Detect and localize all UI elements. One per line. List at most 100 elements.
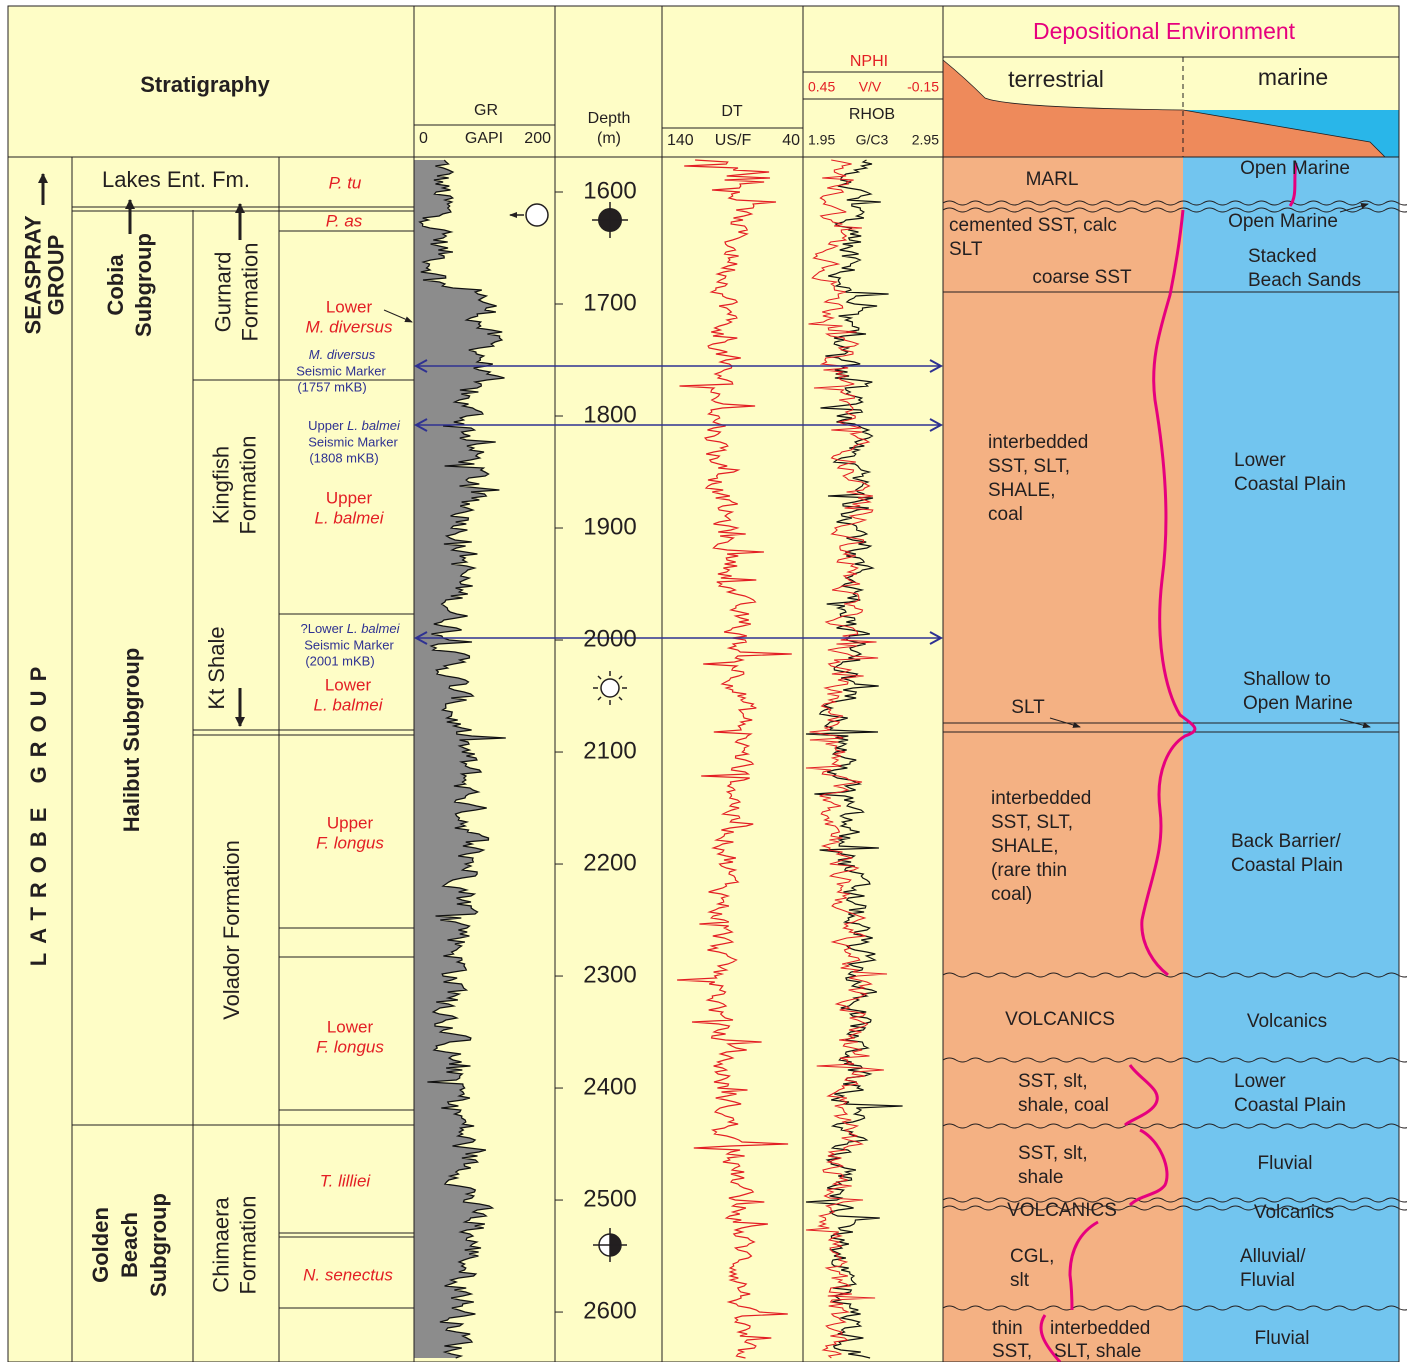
gr-min: 0: [419, 130, 428, 147]
subgroup-label: Cobia: [103, 254, 128, 316]
unconformity: [942, 200, 1407, 206]
lithology-label: SLT, shale: [1054, 1341, 1141, 1362]
lithology-label: SLT: [949, 239, 983, 260]
seismic-marker-lines: [416, 366, 941, 638]
unconformity: [942, 1197, 1407, 1203]
seismic-marker-depth: (2001 mKB): [305, 653, 374, 668]
group-label: GROUP: [43, 235, 68, 316]
formation-label: Chimaera: [208, 1197, 233, 1293]
rhob-name: RHOB: [849, 106, 895, 123]
biozone-qualifier: Upper: [327, 813, 374, 832]
setting-label: Alluvial/: [1240, 1246, 1306, 1267]
depth-unit: (m): [597, 130, 621, 147]
rhob-unit: G/C3: [856, 132, 889, 148]
lithology-label: slt: [1010, 1270, 1030, 1291]
setting-label: Fluvial: [1255, 1328, 1310, 1349]
setting-label: Open Marine: [1243, 693, 1353, 714]
setting-label: Coastal Plain: [1231, 855, 1343, 876]
unconformity: [942, 972, 1407, 978]
biozone-name: N. senectus: [303, 1265, 393, 1284]
group-label: LATROBE GROUP: [26, 658, 51, 966]
setting-label: Shallow to: [1243, 669, 1331, 690]
seismic-marker-zone: M. diversus: [309, 347, 376, 362]
marker-qualifier: ?Lower: [300, 621, 343, 636]
setting-label: Coastal Plain: [1234, 474, 1346, 495]
biozone-name: M. diversus: [306, 317, 393, 336]
unconformities: [942, 200, 1407, 1311]
formation-label: Kingfish: [208, 446, 233, 524]
gr-name: GR: [474, 102, 498, 119]
setting-label: Open Marine: [1228, 211, 1338, 232]
marine-label: marine: [1258, 64, 1328, 90]
subgroup-label: Subgroup: [131, 233, 156, 337]
lithology-label: SLT: [1011, 697, 1045, 718]
lithology-label: SST, SLT,: [988, 456, 1070, 477]
lithology-label: interbedded: [1050, 1318, 1150, 1339]
biozone-name: P. tu: [329, 173, 362, 192]
biozone-name: L. balmei: [315, 508, 385, 527]
seismic-marker-label: Seismic Marker: [304, 637, 394, 652]
formation-label: Kt Shale: [204, 626, 229, 709]
setting-label: Stacked: [1248, 246, 1317, 267]
formation-label: Formation: [235, 1195, 260, 1294]
setting-label: Fluvial: [1240, 1270, 1295, 1291]
lithology-label: (rare thin: [991, 860, 1067, 881]
subgroup-label: Golden: [88, 1207, 113, 1283]
dt-min: 140: [667, 132, 694, 149]
lithology-label: interbedded: [991, 788, 1091, 809]
setting-label: Volcanics: [1254, 1202, 1334, 1223]
lithology-label: SST,: [992, 1341, 1032, 1362]
setting-label: Lower: [1234, 450, 1286, 471]
gr-unit: GAPI: [465, 130, 503, 147]
lithology-label: SHALE,: [991, 836, 1059, 857]
biozone-qualifier: Lower: [327, 1017, 374, 1036]
range-arrows: [38, 173, 245, 727]
dt-name: DT: [721, 103, 743, 120]
lithology-label: SHALE,: [988, 480, 1056, 501]
setting-label: Lower: [1234, 1071, 1286, 1092]
terrestrial-label: terrestrial: [1008, 66, 1104, 92]
setting-label: Beach Sands: [1248, 270, 1361, 291]
dt-unit: US/F: [715, 132, 752, 149]
gr-max: 200: [524, 130, 551, 147]
lithology-label: SST, slt,: [1018, 1071, 1088, 1092]
biozone-qualifier: Upper: [326, 488, 373, 507]
setting-label: Fluvial: [1258, 1153, 1313, 1174]
formation-label: Gurnard: [210, 252, 235, 333]
lithology-label: VOLCANICS: [1007, 1200, 1117, 1221]
lithology-label: cemented SST, calc: [949, 215, 1117, 236]
seismic-marker-depth: (1757 mKB): [297, 379, 366, 394]
lithology-label: coarse SST: [1032, 267, 1132, 288]
unconformity: [942, 207, 1407, 213]
biozone-qualifier: Lower: [325, 675, 372, 694]
environment-curve: [1039, 162, 1298, 1362]
nphi-max: -0.15: [907, 79, 939, 95]
depth-tick-label: 1900: [583, 513, 636, 540]
depth-tick-label: 1800: [583, 401, 636, 428]
nphi-name: NPHI: [850, 53, 888, 70]
depth-name: Depth: [588, 110, 631, 127]
marker-zone: L. balmei: [347, 621, 401, 636]
setting-label: Back Barrier/: [1231, 831, 1342, 852]
subgroup-label: Lakes Ent. Fm.: [102, 167, 250, 192]
subgroup-label: Subgroup: [146, 1193, 171, 1297]
subgroup-label: Halibut Subgroup: [119, 648, 144, 833]
setting-label: Coastal Plain: [1234, 1095, 1346, 1116]
setting-label: Volcanics: [1247, 1011, 1327, 1032]
unconformity: [942, 1057, 1407, 1063]
lithology-label: interbedded: [988, 432, 1088, 453]
subgroup-label: Beach: [117, 1212, 142, 1278]
setting-label: Open Marine: [1240, 158, 1350, 179]
lithology-label: shale, coal: [1018, 1095, 1109, 1116]
depth-tick-label: 1600: [583, 177, 636, 204]
terrestrial-zone: [943, 157, 1183, 1362]
marker-qualifier: Upper: [308, 418, 344, 433]
lithology-label: thin: [992, 1318, 1023, 1339]
dt-max: 40: [782, 132, 800, 149]
pointers: [383, 203, 1371, 729]
depth-tick-label: 2600: [583, 1297, 636, 1324]
stratigraphy-title: Stratigraphy: [140, 72, 270, 97]
unconformity: [942, 1305, 1407, 1311]
nphi-unit: V/V: [859, 79, 882, 95]
grid-rules: [7, 5, 1400, 1362]
